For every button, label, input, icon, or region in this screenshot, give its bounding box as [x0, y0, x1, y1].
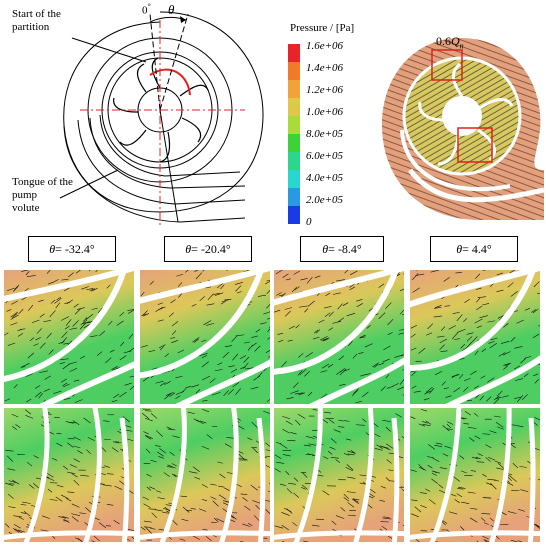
overview-velocity-field: [380, 20, 544, 232]
blade-band: [394, 418, 397, 542]
legend-tick-label: 0: [306, 216, 312, 228]
legend-tick-label: 4.0e+05: [306, 172, 343, 184]
legend-color-swatch: [288, 62, 300, 81]
overview-panel: 0.6Qn: [380, 20, 544, 232]
legend-color-swatch: [288, 188, 300, 207]
theta-box-4: θ = 4.4°: [430, 236, 518, 262]
zero-angle-label: 0°: [142, 2, 151, 17]
legend-color-swatch: [288, 44, 300, 63]
theta-box-2: θ = -20.4°: [164, 236, 252, 262]
velocity-panel: [410, 408, 540, 542]
legend-color-swatch: [288, 116, 300, 135]
legend-tick-label: 2.0e+05: [306, 194, 343, 206]
legend-tick-label: 1.2e+06: [306, 84, 343, 96]
tongue-label: Tongue of the pump volute: [12, 176, 92, 215]
legend-colorbar: [288, 44, 300, 224]
velocity-panel: [140, 408, 270, 542]
velocity-panel: [274, 270, 404, 404]
velocity-panel: [410, 270, 540, 404]
flow-rate-label: 0.6Qn: [436, 34, 464, 50]
legend-ticks: 1.6e+06 1.4e+06 1.2e+06 1.0e+06 8.0e+05 6.0e+…: [306, 40, 386, 230]
legend-color-swatch: [288, 134, 300, 153]
legend-tick-label: 1.4e+06: [306, 62, 343, 74]
legend-title: Pressure / [Pa]: [290, 22, 354, 34]
legend-color-swatch: [288, 80, 300, 99]
legend-tick-label: 8.0e+05: [306, 128, 343, 140]
theta-box-1: θ = -32.4°: [28, 236, 116, 262]
velocity-panel: [4, 408, 134, 542]
legend-color-swatch: [288, 152, 300, 171]
pressure-legend: Pressure / [Pa] 1.6e+06 1.4e+06 1.2e+06 1.0…: [284, 20, 384, 220]
legend-color-swatch: [288, 170, 300, 189]
schematic-panel: Start of the partition Tongue of the pum…: [0, 0, 278, 232]
theta-box-3: θ = -8.4°: [300, 236, 384, 262]
legend-color-swatch: [288, 98, 300, 117]
theta-label: θ: [168, 2, 174, 18]
velocity-panel: [4, 270, 134, 404]
legend-tick-label: 1.6e+06: [306, 40, 343, 52]
legend-tick-label: 1.0e+06: [306, 106, 343, 118]
legend-color-swatch: [288, 206, 300, 224]
legend-tick-label: 6.0e+05: [306, 150, 343, 162]
start-partition-label: Start of the partition: [12, 8, 92, 34]
velocity-panel: [140, 270, 270, 404]
velocity-panel: [274, 408, 404, 542]
